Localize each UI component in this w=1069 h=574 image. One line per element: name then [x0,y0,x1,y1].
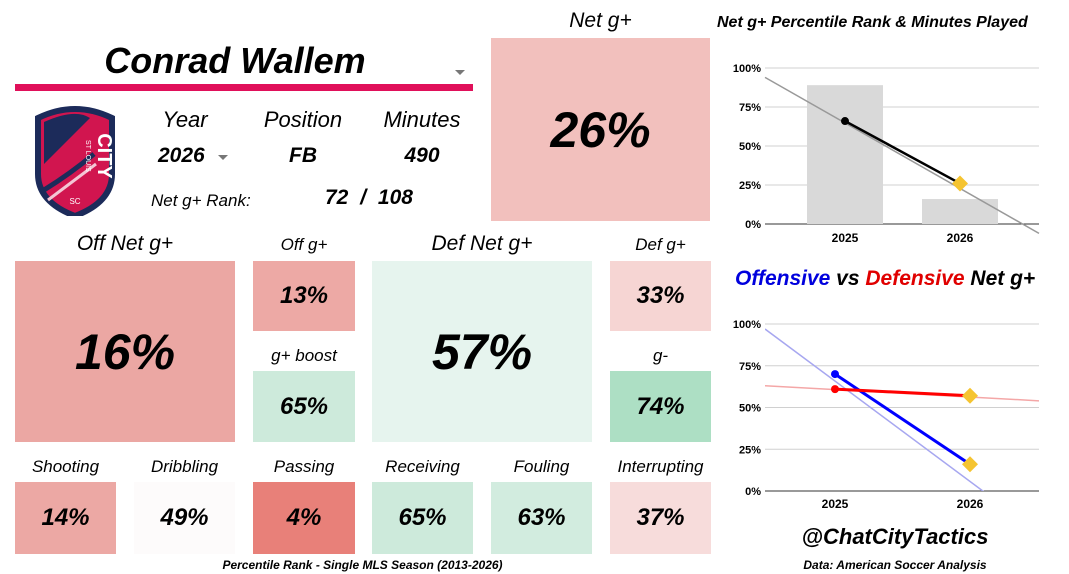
chart2-point-offensive-2025 [831,370,839,379]
name-underline [15,84,473,91]
logo-city-text: CITY [93,133,115,179]
player-select-chevron-icon[interactable] [455,70,465,75]
action-box-fouling: 63% [491,482,592,554]
def-g-label: Def g+ [635,235,686,254]
footer-note: Percentile Rank - Single MLS Season (201… [222,558,503,572]
chart1-trendline [764,76,1040,235]
chart1-bar-2025 [807,85,883,224]
def-g-box: 33% [610,261,711,331]
chart2-ytick: 25% [739,444,761,456]
g-minus-box: 74% [610,371,711,442]
chart2-ytick: 75% [739,361,761,373]
action-box-interrupting: 37% [610,482,711,554]
rank-separator: / [360,186,367,209]
year-value[interactable]: 2026 [158,144,205,167]
chart1-ytick: 75% [739,102,761,114]
footer-handle: @ChatCityTactics [801,524,989,549]
chart2-title-offensive: Offensive [735,267,831,290]
minutes-value: 490 [404,144,440,167]
chart2-series-defensive [834,387,971,398]
chart2-trendline-offensive [765,328,985,491]
rank-total: 108 [377,186,413,209]
def-net-box: 57% [372,261,592,442]
g-minus-label: g- [652,346,669,365]
chart1-point-2026 [952,175,968,192]
position-value: FB [289,144,317,167]
minutes-label: Minutes [383,107,461,132]
g-boost-box: 65% [253,371,355,442]
position-label: Position [263,107,343,132]
chart1-svg: 100% 75% 50% 25% 0% 2025 2026 [733,63,1040,245]
chart1-series-line [844,119,961,185]
player-name: Conrad Wallem [104,40,366,81]
chart1-xtick: 2025 [832,231,859,245]
chart2-point-offensive-2026 [962,456,978,473]
off-net-box: 16% [15,261,235,442]
chart2-title-net: Net g+ [964,267,1036,290]
chart1-ytick: 25% [739,180,761,192]
chart2-point-defensive-2025 [831,385,839,394]
net-g-box: 26% [491,38,710,221]
action-label-passing: Passing [273,457,335,476]
off-g-label: Off g+ [280,235,328,254]
chart2-xtick: 2025 [822,497,849,511]
chart2-svg: 100% 75% 50% 25% 0% 2025 2026 [733,319,1039,511]
chart2-title-defensive: Defensive [865,267,965,290]
chart2-title: Offensive vs Defensive Net g+ [735,267,1035,291]
chart2-ytick: 0% [745,486,761,498]
chart1-point-2025 [841,117,849,126]
action-label-fouling: Fouling [513,457,570,476]
chart1-ytick: 0% [745,219,761,231]
chart1-ytick: 50% [739,141,761,153]
rank-label: Net g+ Rank: [151,191,251,210]
chart2-series-offensive [834,372,971,466]
chart1-xtick: 2026 [947,231,974,245]
action-label-dribbling: Dribbling [150,457,219,476]
logo-sc-text: SC [69,197,80,206]
chart2-point-defensive-2026 [962,387,978,404]
rank-value: 72 / 108 [325,186,413,210]
chart2-ytick: 100% [733,319,761,331]
action-label-receiving: Receiving [385,457,460,476]
off-g-box: 13% [253,261,355,331]
footer-source: Data: American Soccer Analysis [803,558,987,572]
st-louis-city-logo: CITY ST LOUIS SC [35,106,115,216]
action-label-shooting: Shooting [31,457,100,476]
action-label-interrupting: Interrupting [617,457,704,476]
chart2-xtick: 2026 [957,497,984,511]
off-net-label: Off Net g+ [76,232,174,255]
logo-stlouis-text: ST LOUIS [84,140,91,172]
def-net-label: Def Net g+ [431,232,533,255]
chart1-ytick: 100% [733,63,761,75]
chart2-title-vs: vs [830,267,866,290]
year-chevron-icon[interactable] [218,155,228,160]
year-label: Year [162,107,208,132]
action-box-passing: 4% [253,482,355,554]
chart2-ytick: 50% [739,403,761,415]
net-g-label: Net g+ [569,9,632,32]
action-box-receiving: 65% [372,482,473,554]
g-boost-label: g+ boost [271,346,337,365]
action-box-dribbling: 49% [134,482,235,554]
chart1-title: Net g+ Percentile Rank & Minutes Played [717,14,1028,31]
action-box-shooting: 14% [15,482,116,554]
rank-number: 72 [325,186,349,209]
